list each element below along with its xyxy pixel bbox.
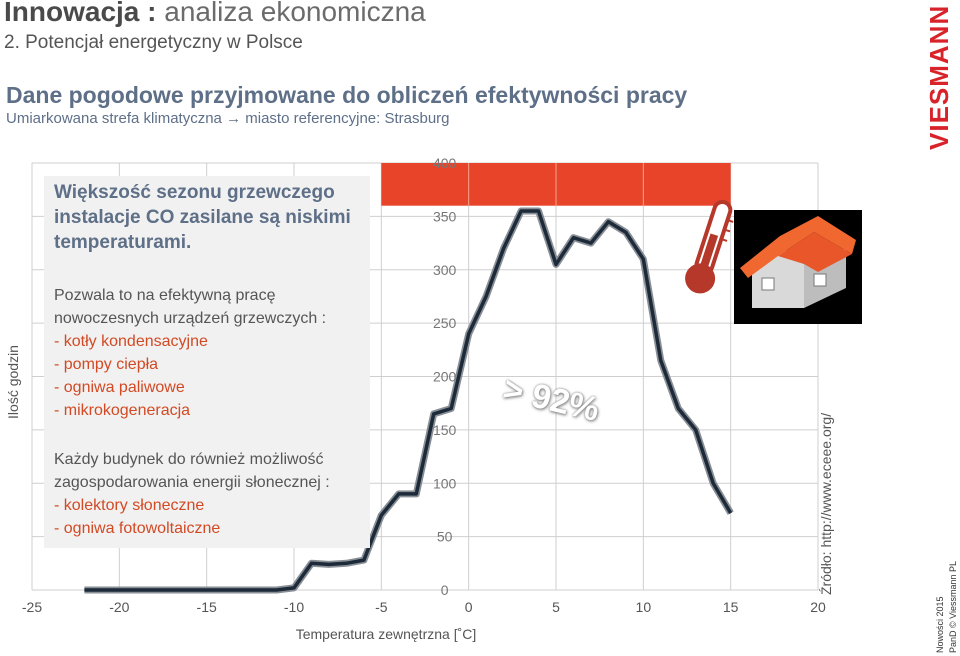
x-tick-label: -20 [109, 599, 129, 615]
info-paragraph-solar: Każdy budynek do również możliwość zagos… [54, 451, 330, 491]
x-tick-label: 15 [723, 599, 739, 615]
y-axis-label: Ilość godzin [5, 345, 21, 419]
info-headline: Większość sezonu grzewczego instalacje C… [54, 182, 351, 253]
house-icon [740, 216, 856, 308]
y-tick-label: 150 [433, 422, 457, 438]
x-axis-label: Temperatura zewnętrzna [˚C] [296, 626, 477, 642]
info-paragraph-devices: Pozwala to na efektywną pracę nowoczesny… [54, 287, 327, 327]
title-rest-part: analiza ekonomiczna [156, 0, 426, 27]
title-bold-part: Innowacja : [4, 0, 157, 27]
presentation-title: Innowacja : analiza ekonomiczna [4, 0, 426, 28]
x-tick-label: -10 [284, 599, 304, 615]
y-tick-label: 0 [441, 582, 449, 598]
y-tick-label: 200 [433, 369, 457, 385]
source-note: Źródło: http://www.eceee.org/ [818, 412, 834, 595]
list-item: - kolektory słoneczne [54, 497, 205, 514]
footer-year: Nowości 2015 [935, 596, 945, 653]
x-tick-label: 10 [636, 599, 652, 615]
y-tick-label: 300 [433, 262, 457, 278]
footer-copyright: PanD © Viessmann PL [948, 560, 958, 653]
x-tick-label: -5 [375, 599, 388, 615]
list-item: - ogniwa fotowoltaiczne [54, 520, 221, 537]
presentation-subtitle: 2. Potencjał energetyczny w Polsce [4, 32, 303, 53]
x-tick-label: 5 [552, 599, 560, 615]
list-item: - ogniwa paliwowe [54, 379, 185, 396]
x-tick-label: 0 [465, 599, 473, 615]
y-tick-label: 100 [433, 475, 457, 491]
info-text-box: Większość sezonu grzewczego instalacje C… [44, 176, 370, 548]
viessmann-logo: VIESMANN [924, 5, 954, 150]
section-title: Dane pogodowe przyjmowane do obliczeń ef… [6, 82, 688, 108]
house-panel [734, 210, 862, 324]
list-item: - mikrokogeneracja [54, 402, 191, 419]
section-subtitle: Umiarkowana strefa klimatyczna → miasto … [6, 110, 450, 127]
y-tick-label: 400 [433, 155, 457, 171]
thermometer-icon [685, 199, 734, 294]
series-line [84, 209, 733, 592]
x-tick-label: -25 [22, 599, 42, 615]
chart-tick-labels: -25 -20 -15 -10 -5 0 5 10 15 20050100150200250300… [22, 155, 826, 615]
list-item: - kotły kondensacyjne [54, 333, 208, 350]
list-item: - pompy ciepła [54, 356, 159, 373]
logo-text: VIESMANN [924, 5, 954, 150]
highlight-band [381, 163, 731, 206]
x-tick-label: -15 [197, 599, 217, 615]
chart-series-line [84, 207, 734, 594]
y-tick-label: 50 [437, 529, 453, 545]
y-tick-label: 350 [433, 208, 457, 224]
x-tick-label: 20 [810, 599, 826, 615]
y-tick-label: 250 [433, 315, 457, 331]
